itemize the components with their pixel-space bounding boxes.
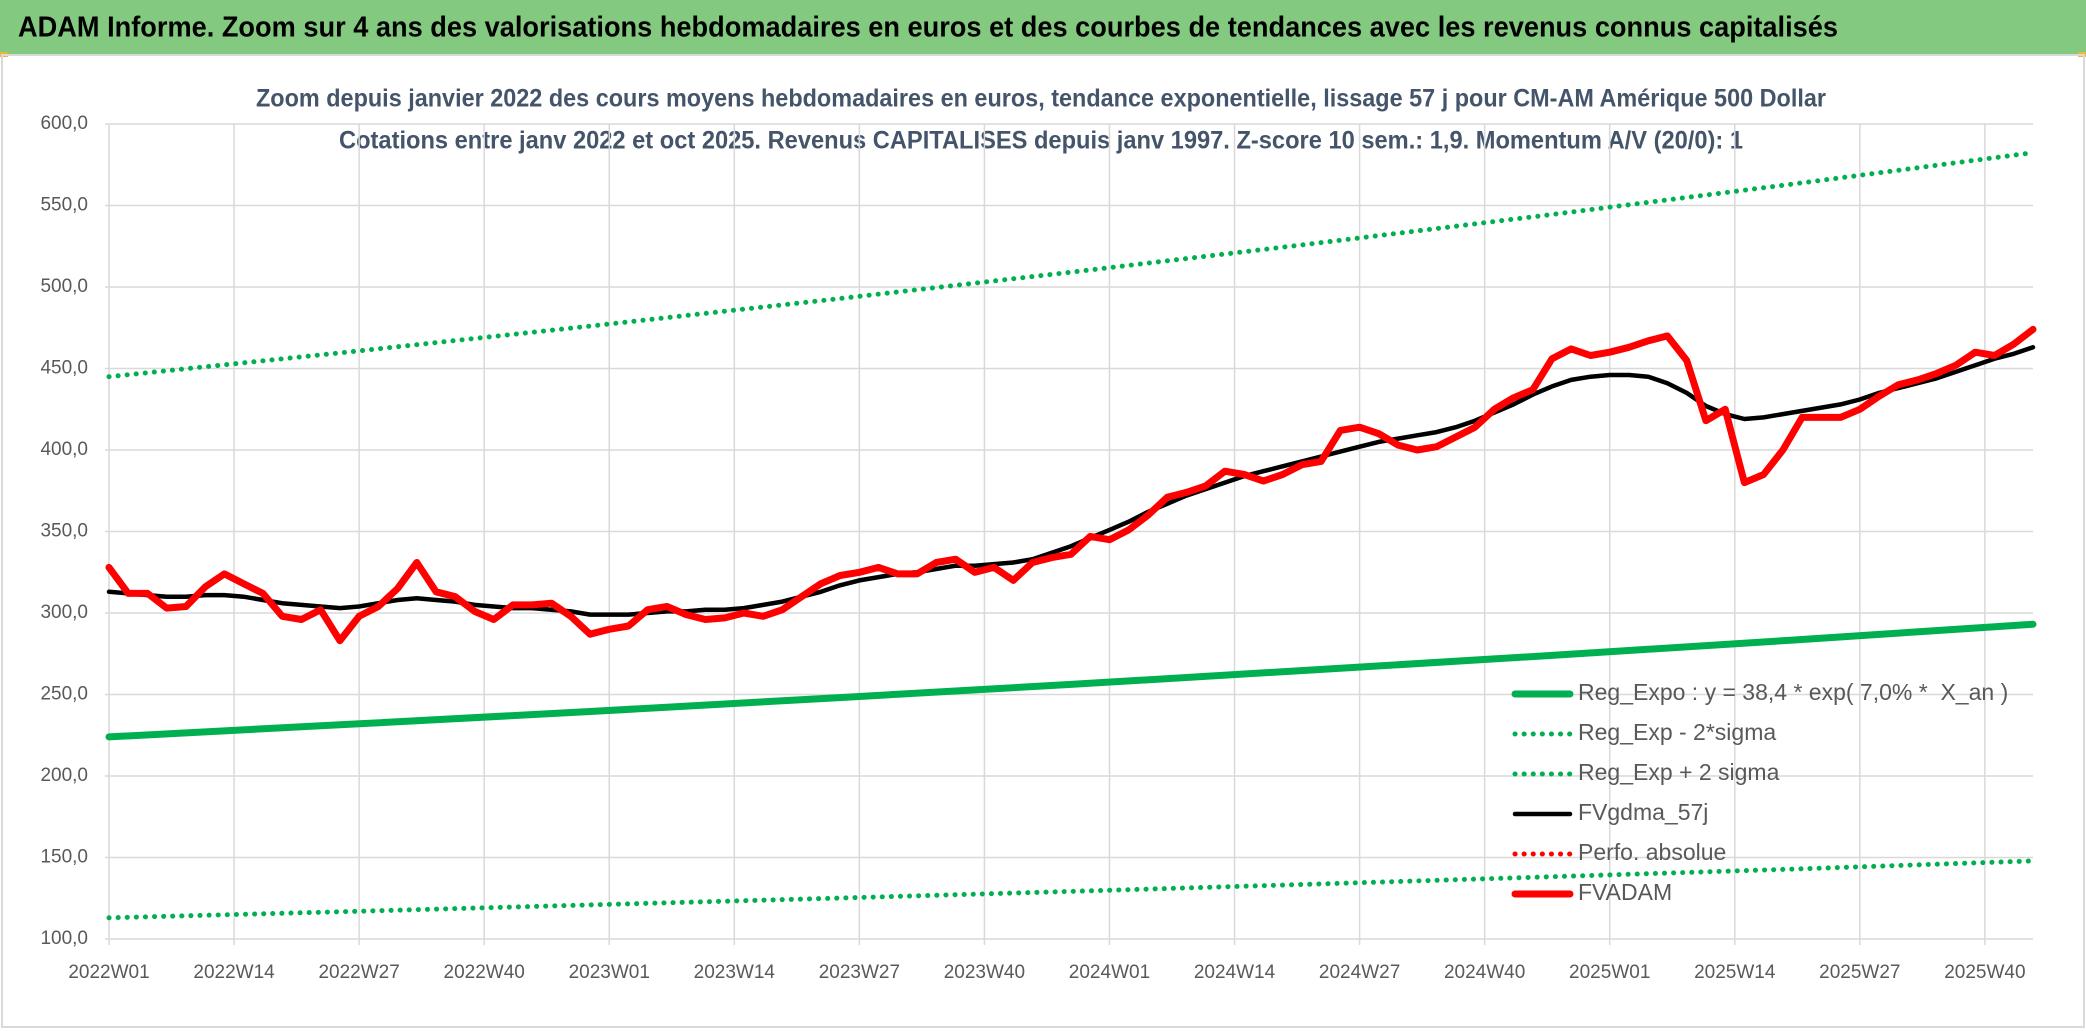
y-tick-label: 300,0 — [40, 602, 88, 623]
y-tick-label: 400,0 — [40, 439, 88, 460]
series-line — [106, 345, 2036, 617]
y-tick-label: 150,0 — [40, 847, 88, 868]
x-tick-label: 2025W40 — [1944, 962, 2025, 983]
legend-label: FVgdma_57j — [1578, 799, 1708, 825]
x-tick-label: 2022W27 — [318, 962, 399, 983]
x-tick-label: 2022W01 — [68, 962, 149, 983]
x-tick-label: 2025W01 — [1569, 962, 1650, 983]
y-tick-label: 600,0 — [40, 113, 88, 134]
y-tick-label: 200,0 — [40, 765, 88, 786]
chart-title: Zoom depuis janvier 2022 des cours moyen… — [256, 85, 1826, 113]
x-tick-label: 2022W40 — [444, 962, 525, 983]
x-tick-label: 2024W14 — [1194, 962, 1276, 983]
y-tick-label: 450,0 — [40, 358, 88, 379]
x-tick-label: 2024W27 — [1319, 962, 1400, 983]
y-tick-label: 550,0 — [40, 195, 88, 216]
x-tick-label: 2023W14 — [694, 962, 776, 983]
legend-label: Perfo. absolue — [1578, 839, 1726, 865]
x-tick-label: 2023W01 — [569, 962, 650, 983]
x-tick-label: 2024W01 — [1069, 962, 1150, 983]
x-tick-label: 2024W40 — [1444, 962, 1525, 983]
series-line — [106, 858, 2036, 921]
x-tick-label: 2023W27 — [819, 962, 900, 983]
legend-label: Reg_Expo : y = 38,4 * exp( 7,0% * X_an ) — [1578, 679, 2008, 705]
y-tick-label: 100,0 — [40, 928, 88, 949]
x-tick-label: 2022W14 — [193, 962, 275, 983]
series-line — [105, 325, 2037, 645]
legend-label: Reg_Exp - 2*sigma — [1578, 719, 1776, 745]
legend-label: FVADAM — [1578, 879, 1672, 905]
series-line — [105, 620, 2037, 741]
legend-label: Reg_Exp + 2 sigma — [1578, 759, 1780, 785]
chart-frame — [1, 54, 2085, 1028]
banner — [0, 0, 2086, 54]
banner-title: ADAM Informe. Zoom sur 4 ans des valoris… — [18, 12, 1838, 44]
x-tick-label: 2025W14 — [1694, 962, 1776, 983]
x-tick-label: 2025W27 — [1819, 962, 1900, 983]
y-tick-label: 500,0 — [40, 276, 88, 297]
y-tick-label: 350,0 — [40, 521, 88, 542]
chart-subtitle: Cotations entre janv 2022 et oct 2025. R… — [339, 127, 1743, 155]
y-tick-label: 250,0 — [40, 684, 88, 705]
x-tick-label: 2023W40 — [944, 962, 1025, 983]
